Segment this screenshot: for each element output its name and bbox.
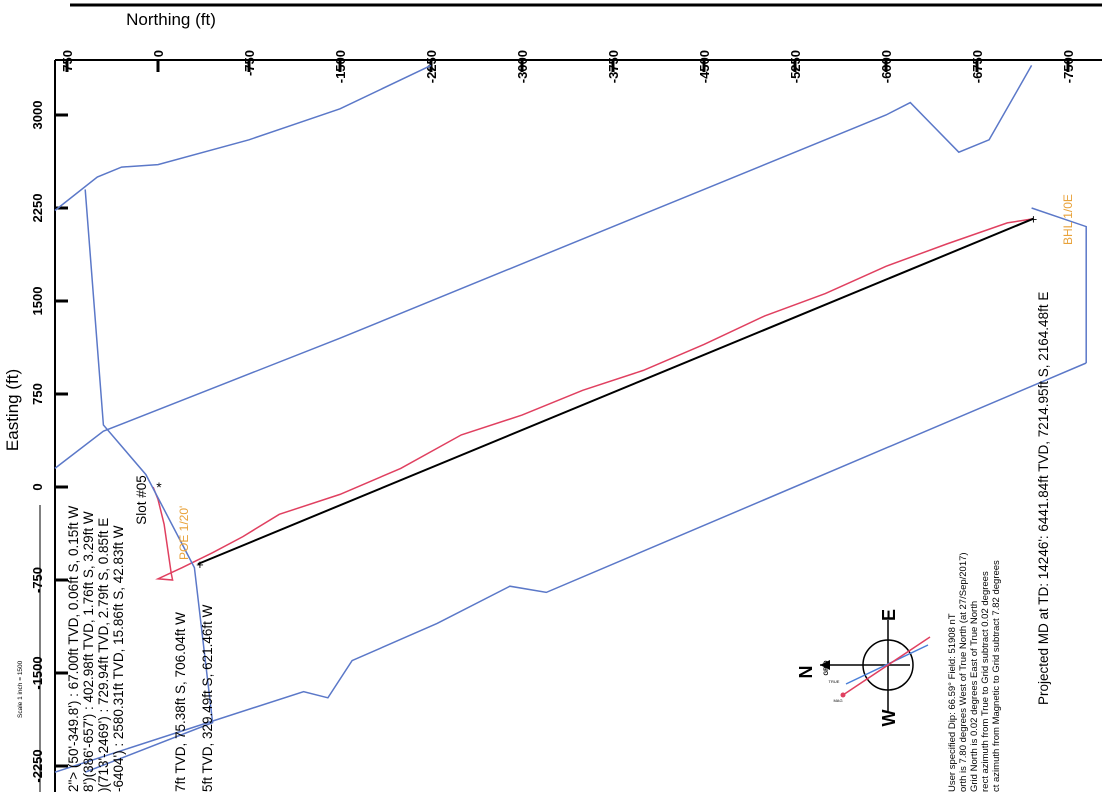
magnetic-note-2: Grid North is 0.02 degrees East of True … — [969, 601, 980, 792]
left-notes: 2"> (50'-349.8') : 67.00ft TVD, 0.06ft S… — [66, 506, 126, 792]
northing-tick-label-8: -5250 — [788, 50, 803, 83]
left-note-2: )(713'-2469') : 729.94ft TVD, 2.79ft S, … — [96, 518, 111, 792]
bhl-label: BHL 1/0E — [1061, 194, 1075, 245]
easting-tick-label-5: -750 — [30, 567, 45, 593]
northing-tick-label-5: -3000 — [515, 50, 530, 83]
compass-w: W — [879, 710, 899, 727]
scale-note: Scale 1 inch = 1500 — [17, 660, 24, 718]
easting-tick-label-0: 3000 — [30, 101, 45, 130]
northing-tick-label-2: -750 — [242, 50, 257, 76]
left-note-1: 8')(386'-657') : 402.98ft TVD, 1.76ft S,… — [81, 511, 96, 792]
northing-tick-label-10: -6750 — [970, 50, 985, 83]
left-note-0: 2"> (50'-349.8') : 67.00ft TVD, 0.06ft S… — [66, 506, 81, 792]
poe-label: POE 1/20' — [177, 506, 191, 560]
northing-ticks: 750 0 -750 -1500 -2250 -3000 -3750 -4500 -5250 -6… — [60, 50, 1076, 83]
magnetic-note-3: rect azimuth from True to Grid subtract … — [980, 571, 991, 792]
series-line-1 — [197, 217, 1034, 565]
compass-mag: MAG — [833, 698, 842, 703]
northing-tick-label-0: 750 — [60, 50, 75, 72]
vertical-note-2: 5ft TVD, 329.49ft S, 621.46ft W — [200, 604, 215, 792]
magnetic-notes: User specified Dip: 66.59° Field: 51908 … — [947, 552, 1002, 792]
projected-md-note: Projected MD at TD: 14246': 6441.84ft TV… — [1036, 292, 1051, 705]
slot-star-icon: * — [156, 479, 162, 495]
easting-tick-label-3: 750 — [30, 383, 45, 405]
northing-tick-label-3: -1500 — [333, 50, 348, 83]
easting-tick-label-4: 0 — [30, 483, 45, 490]
northing-tick-label-9: -6000 — [879, 50, 894, 83]
easting-tick-label-1: 2250 — [30, 194, 45, 223]
series-line-5 — [54, 362, 1087, 773]
northing-tick-label-4: -2250 — [424, 50, 439, 83]
plan-end-marker-1: + — [1030, 212, 1038, 227]
northing-tick-label-6: -3750 — [606, 50, 621, 83]
compass-icon — [820, 620, 931, 712]
series-line-4 — [84, 189, 214, 773]
easting-ticks: 3000 2250 1500 750 0 -750 -1500 -2250 — [30, 101, 68, 783]
x-axis-title: Northing (ft) — [126, 10, 216, 29]
magnetic-note-1: orth is 7.80 degrees West of True North … — [958, 552, 969, 792]
easting-tick-label-6: -1500 — [30, 656, 45, 689]
slot-label: Slot #05 — [134, 475, 149, 525]
plan-end-marker-0: + — [196, 557, 204, 572]
magnetic-note-0: User specified Dip: 66.59° Field: 51908 … — [947, 613, 958, 792]
y-axis-title: Easting (ft) — [3, 369, 22, 451]
magnetic-note-4: ct azimuth from Magnetic to Grid subtrac… — [991, 560, 1002, 792]
series-line-3 — [54, 65, 1033, 469]
northing-tick-label-1: 0 — [151, 50, 166, 57]
compass-n: N — [796, 666, 816, 679]
easting-tick-label-2: 1500 — [30, 287, 45, 316]
compass-true: TRUE — [829, 679, 840, 684]
series-line-2 — [54, 64, 432, 212]
series-layer: ++ — [54, 64, 1087, 773]
compass-grid: GRID — [824, 660, 830, 676]
compass-e: E — [879, 609, 899, 621]
northing-tick-label-11: -7500 — [1061, 50, 1076, 83]
easting-tick-label-7: -2250 — [30, 749, 45, 782]
left-note-3: -6404') : 2580.31ft TVD, 15.86ft S, 42.8… — [111, 525, 126, 792]
northing-tick-label-7: -4500 — [697, 50, 712, 83]
series-line-0 — [152, 217, 1034, 581]
series-line-6 — [1031, 207, 1087, 363]
vertical-note-1: 7ft TVD, 75.38ft S, 706.04ft W — [173, 612, 188, 792]
